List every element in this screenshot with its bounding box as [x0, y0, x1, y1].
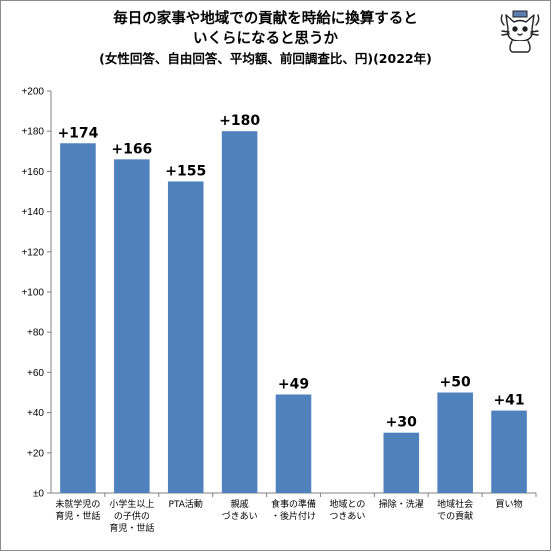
bar — [491, 410, 527, 493]
chart-title-line1: 毎日の家事や地域での貢献を時給に換算すると — [113, 11, 418, 27]
x-category-label: 食事の準備 — [271, 498, 316, 510]
x-category-label: 買い物 — [496, 498, 523, 510]
y-tick-label: +140 — [21, 207, 44, 218]
cat-mascot-icon — [500, 10, 540, 53]
y-tick-label: +120 — [21, 247, 44, 258]
bar — [114, 159, 150, 493]
y-tick-label: +80 — [27, 328, 44, 339]
data-label: +155 — [165, 163, 206, 179]
bar — [221, 131, 258, 493]
chart-title-line2: いくらになると思うか — [193, 31, 338, 47]
chart-subtitle: (女性回答、自由回答、平均額、前回調査比、円)(2022年) — [99, 51, 432, 66]
data-label: +166 — [111, 141, 152, 157]
data-label: +41 — [493, 393, 524, 409]
y-tick-label: +20 — [27, 448, 44, 459]
x-category-label: 育児・世話 — [55, 510, 100, 522]
x-category-label: ・後片付け — [271, 510, 316, 522]
x-category-label: 掃除・洗濯 — [379, 498, 424, 510]
x-category-label: づきあい — [222, 511, 258, 522]
x-category-label: 未就学児の — [55, 498, 100, 510]
x-category-label: つきあい — [329, 511, 365, 522]
x-category-label: 小学生以上 — [109, 498, 154, 510]
data-label: +49 — [278, 377, 309, 393]
bar — [383, 432, 420, 493]
x-category-label: 地域との — [329, 498, 365, 510]
bar — [437, 392, 473, 493]
data-label: +30 — [386, 415, 417, 431]
y-tick-label: +160 — [21, 167, 44, 178]
data-label: +180 — [219, 113, 260, 129]
y-tick-label: +200 — [21, 87, 44, 98]
x-category-label: PTA活動 — [169, 498, 203, 510]
bar — [167, 181, 204, 493]
x-category-label: 育児・世話 — [109, 522, 154, 534]
data-label: +50 — [440, 375, 471, 391]
chart-title-block: 毎日の家事や地域での貢献を時給に換算すると いくらになると思うか (女性回答、自… — [41, 9, 490, 68]
x-category-label: の子供の — [114, 510, 150, 522]
x-category-label: での貢献 — [437, 510, 473, 522]
y-tick-label: +100 — [21, 288, 44, 299]
y-tick-label: +40 — [27, 408, 44, 419]
y-tick-label: ±0 — [33, 489, 44, 500]
x-category-label: 親戚 — [231, 498, 249, 510]
bar — [60, 143, 96, 493]
x-category-label: 地域社会 — [437, 498, 473, 510]
data-label: +174 — [57, 125, 98, 141]
y-tick-label: +180 — [21, 127, 44, 138]
y-tick-label: +60 — [27, 368, 44, 379]
bar — [275, 394, 312, 493]
